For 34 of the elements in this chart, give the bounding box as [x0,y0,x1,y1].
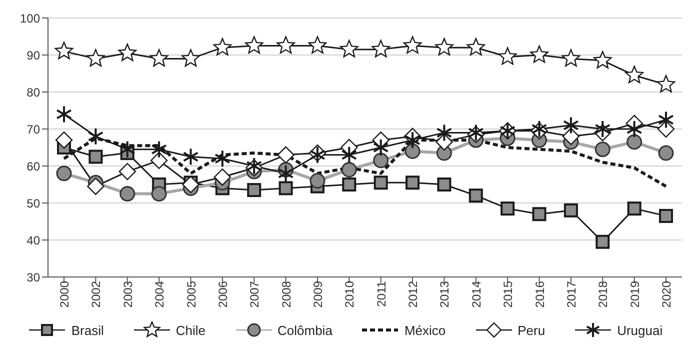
x-tick-label: 2017 [564,280,578,308]
x-tick-label: 2000 [58,280,72,308]
x-tick-label: 2004 [152,280,167,308]
x-tick-label: 2016 [532,280,547,308]
y-tick-label: 40 [26,233,40,248]
legend-label: Chile [176,322,206,338]
x-tick-label: 2003 [120,280,135,308]
y-tick-label: 30 [26,270,40,284]
x-tick-label: 2019 [628,280,642,308]
x-tick-label: 2007 [248,280,262,308]
x-tick-label: 2005 [184,280,198,308]
y-tick-label: 80 [26,85,40,100]
x-tick-label: 2006 [216,280,230,308]
legend-label: Peru [518,322,546,338]
x-tick-label: 2013 [438,280,452,308]
y-tick-label: 90 [26,48,40,62]
y-tick-label: 60 [26,159,40,174]
x-tick-label: 2011 [374,280,388,307]
x-tick-label: 2014 [469,280,484,308]
x-tick-label: 2008 [279,280,294,308]
x-tick-label: 2010 [342,280,357,308]
y-tick-label: 70 [26,122,40,136]
legend-label: Uruguai [617,322,663,338]
legend-label: Colômbia [278,322,332,338]
x-tick-label: 2018 [596,280,610,308]
x-tick-label: 2002 [89,280,104,308]
y-tick-label: 100 [20,11,40,26]
x-tick-label: 2020 [660,280,674,308]
legend-label: Brasil [71,322,104,338]
x-tick-label: 2009 [310,280,325,308]
x-tick-label: 2015 [501,280,516,308]
legend-label: México [404,322,446,338]
y-tick-label: 50 [26,196,40,210]
x-tick-label: 2012 [406,280,420,308]
